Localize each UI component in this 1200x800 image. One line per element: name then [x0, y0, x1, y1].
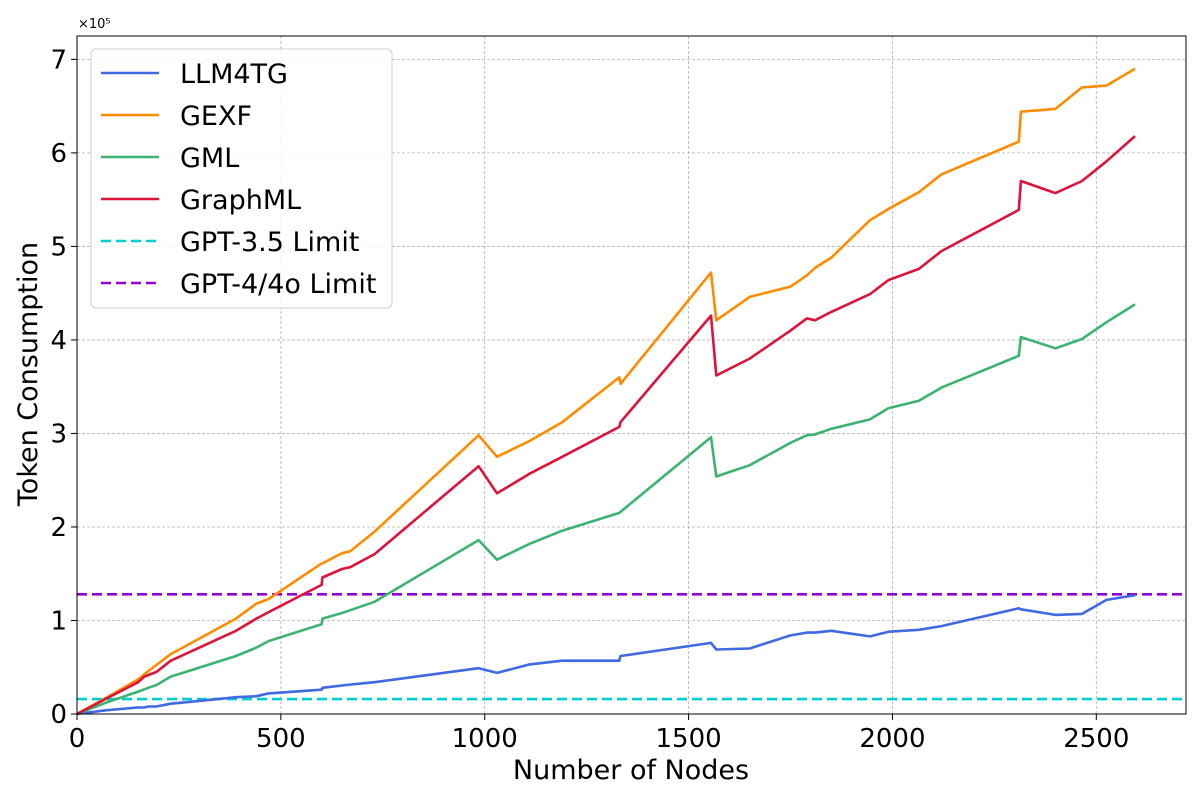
- legend-label-gpt-4-4o-limit: GPT-4/4o Limit: [180, 269, 376, 300]
- x-axis-label: Number of Nodes: [513, 755, 749, 786]
- legend: LLM4TG GEXF GML GraphML GPT-3.5 Limit GPT-4/4…: [90, 48, 393, 309]
- y-tick-label: 1: [50, 606, 67, 636]
- y-tick-label: 3: [50, 419, 67, 449]
- legend-label-llm4tg: LLM4TG: [180, 59, 288, 90]
- legend-box: [90, 48, 393, 309]
- y-tick-label: 4: [50, 326, 67, 356]
- x-tick-label: 2500: [1063, 724, 1129, 754]
- x-tick-label: 1500: [655, 724, 721, 754]
- x-tick-label: 0: [69, 724, 86, 754]
- y-scale-label: ×10⁵: [78, 17, 111, 32]
- y-tick-label: 6: [50, 139, 67, 169]
- y-axis-label: Token Consumption: [13, 242, 44, 507]
- legend-label-gexf: GEXF: [180, 101, 252, 132]
- series-lines: [76, 67, 1136, 716]
- y-tick-label: 2: [50, 513, 67, 543]
- gml-line: [76, 303, 1136, 716]
- legend-label-graphml: GraphML: [180, 185, 301, 216]
- axis-ticks: 0 500 1000 1500 2000 2500 0 1 2 3 4 5 6 7: [50, 45, 1129, 754]
- gexf-line: [76, 67, 1136, 716]
- y-tick-label: 7: [50, 45, 67, 75]
- y-tick-label: 0: [50, 700, 67, 730]
- limit-lines: [77, 592, 1186, 701]
- legend-label-gpt-3-5-limit: GPT-3.5 Limit: [180, 227, 359, 258]
- legend-label-gml: GML: [180, 143, 239, 174]
- y-tick-label: 5: [50, 232, 67, 262]
- llm4tg-line: [76, 593, 1136, 716]
- axes-frame: [76, 35, 1187, 715]
- graphml-line: [76, 135, 1136, 716]
- x-tick-label: 1000: [452, 724, 518, 754]
- x-tick-label: 2000: [859, 724, 925, 754]
- x-tick-label: 500: [256, 724, 306, 754]
